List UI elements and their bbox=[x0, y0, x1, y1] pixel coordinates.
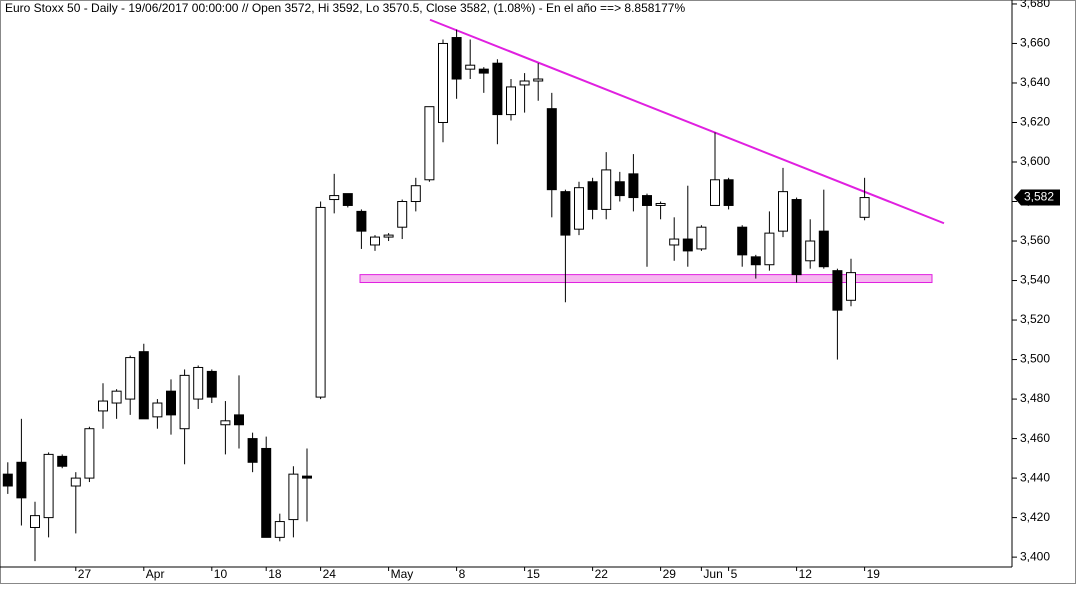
candle-body bbox=[655, 202, 666, 206]
candle-body bbox=[764, 232, 775, 266]
candle-body bbox=[2, 473, 13, 487]
candle-body bbox=[451, 37, 462, 80]
x-tick-label: 22 bbox=[595, 567, 609, 581]
candle-body bbox=[410, 185, 421, 203]
candle-body bbox=[329, 195, 340, 201]
candle-body bbox=[859, 197, 870, 218]
candle-body bbox=[247, 438, 258, 463]
candle-body bbox=[315, 206, 326, 398]
candle-body bbox=[234, 414, 244, 426]
candle-body bbox=[506, 86, 516, 116]
candle-body bbox=[84, 428, 95, 479]
candle-body bbox=[16, 461, 27, 499]
candle-body bbox=[805, 240, 816, 262]
candle-body bbox=[574, 187, 584, 230]
candle-body bbox=[832, 270, 843, 311]
candle-body bbox=[778, 191, 788, 232]
candle-body bbox=[98, 400, 108, 412]
candle-body bbox=[193, 366, 204, 400]
candle-body bbox=[397, 201, 408, 228]
candle-body bbox=[846, 272, 856, 301]
candle-body bbox=[166, 390, 176, 416]
x-tick-label: May bbox=[391, 567, 414, 581]
candle-body bbox=[370, 236, 380, 246]
candle-body bbox=[438, 42, 448, 123]
x-tick-label: 12 bbox=[799, 567, 813, 581]
y-tick-label: 3,680 bbox=[1020, 0, 1050, 10]
candle-body bbox=[261, 447, 272, 538]
candle-body bbox=[383, 234, 394, 238]
y-tick-label: 3,660 bbox=[1020, 36, 1050, 50]
candle-body bbox=[70, 477, 81, 487]
candle-body bbox=[614, 181, 625, 197]
candle-body bbox=[342, 193, 353, 206]
y-tick-label: 3,400 bbox=[1020, 549, 1050, 563]
x-tick-label: 10 bbox=[214, 567, 228, 581]
x-tick-label: 19 bbox=[867, 567, 881, 581]
candle-body bbox=[737, 226, 748, 256]
candle-body bbox=[818, 230, 829, 268]
candle-body bbox=[288, 473, 299, 521]
candle-body bbox=[533, 78, 544, 82]
chart-title: Euro Stoxx 50 - Daily - 19/06/2017 00:00… bbox=[5, 1, 685, 15]
x-tick-label: 8 bbox=[459, 567, 466, 581]
candle-body bbox=[546, 108, 557, 191]
candle-body bbox=[111, 390, 122, 404]
candle-body bbox=[465, 64, 476, 70]
x-tick-label: 27 bbox=[78, 567, 92, 581]
y-tick-label: 3,460 bbox=[1020, 431, 1050, 445]
price-label: 3,582 bbox=[1024, 190, 1054, 204]
y-tick-label: 3,440 bbox=[1020, 470, 1050, 484]
y-tick-label: 3,600 bbox=[1020, 154, 1050, 168]
y-tick-label: 3,540 bbox=[1020, 273, 1050, 287]
y-tick-label: 3,640 bbox=[1020, 75, 1050, 89]
candle-body bbox=[642, 195, 652, 206]
candle-body bbox=[356, 210, 367, 232]
y-tick-label: 3,420 bbox=[1020, 510, 1050, 524]
y-tick-label: 3,520 bbox=[1020, 312, 1050, 326]
candle-body bbox=[30, 515, 40, 528]
y-tick-label: 3,620 bbox=[1020, 115, 1050, 129]
candle-body bbox=[179, 374, 190, 430]
candle-body bbox=[57, 455, 68, 467]
x-tick-label: 24 bbox=[323, 567, 337, 581]
candle-body bbox=[492, 62, 503, 116]
x-tick-label: 15 bbox=[527, 567, 541, 581]
x-tick-label: Jun bbox=[703, 567, 722, 581]
candle-body bbox=[152, 402, 163, 418]
y-tick-label: 3,480 bbox=[1020, 391, 1050, 405]
candle-body bbox=[560, 191, 571, 236]
candle-body bbox=[274, 521, 285, 538]
candle-body bbox=[601, 169, 612, 210]
x-tick-label: 18 bbox=[268, 567, 282, 581]
candle-body bbox=[710, 179, 720, 206]
x-tick-label: Apr bbox=[146, 567, 165, 581]
y-tick-label: 3,560 bbox=[1020, 233, 1050, 247]
support-zone bbox=[359, 274, 933, 284]
y-tick-label: 3,500 bbox=[1020, 352, 1050, 366]
candle-body bbox=[682, 238, 693, 252]
candle-body bbox=[519, 80, 530, 86]
x-tick-label: 5 bbox=[731, 567, 738, 581]
candle-body bbox=[628, 173, 639, 199]
candle-body bbox=[206, 370, 217, 398]
candle-body bbox=[302, 475, 312, 479]
candle-body bbox=[125, 357, 136, 400]
candle-body bbox=[587, 181, 598, 210]
x-tick-label: 29 bbox=[663, 567, 677, 581]
trendline bbox=[429, 18, 945, 225]
candle-body bbox=[791, 199, 802, 276]
candle-body bbox=[424, 106, 435, 181]
price-marker bbox=[1014, 189, 1060, 206]
candle-body bbox=[669, 238, 680, 246]
candle-body bbox=[478, 68, 489, 74]
candle-body bbox=[723, 179, 734, 206]
candle-body bbox=[43, 453, 54, 519]
candle-body bbox=[750, 256, 761, 266]
candle-body bbox=[696, 226, 707, 250]
candle-body bbox=[220, 420, 231, 426]
candle-body bbox=[138, 351, 149, 420]
